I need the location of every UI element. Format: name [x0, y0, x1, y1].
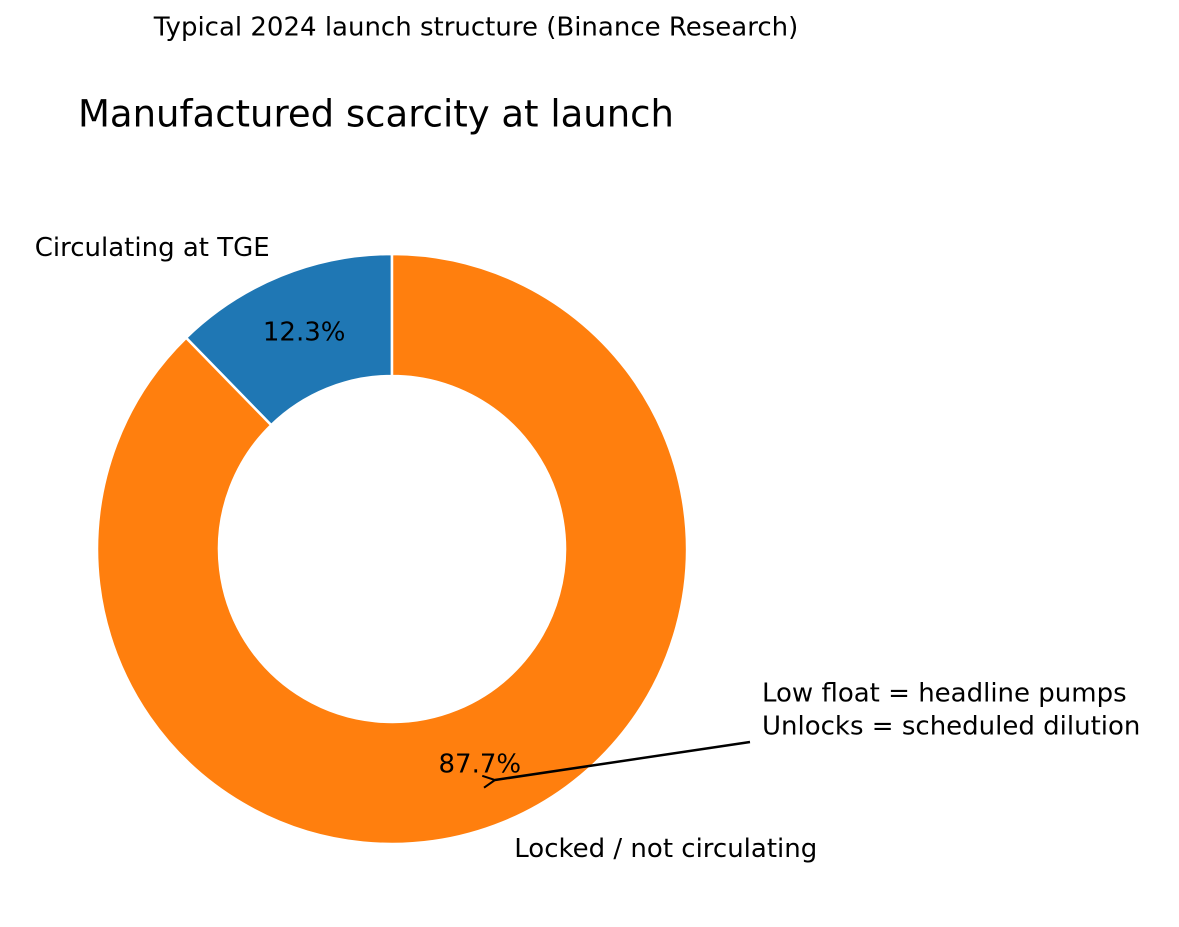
wedge	[95, 252, 689, 846]
category-label: Locked / not circulating	[514, 834, 817, 864]
value-label: 12.3%	[263, 318, 346, 348]
category-label: Circulating at TGE	[35, 233, 270, 263]
value-label: 87.7%	[439, 749, 522, 779]
suptitle: Typical 2024 launch structure (Binance R…	[153, 13, 799, 43]
annotation: Low float = headline pumps	[762, 679, 1127, 709]
annotation-arrow	[495, 740, 751, 780]
annotation: Unlocks = scheduled dilution	[762, 712, 1140, 742]
chart-title: Manufactured scarcity at launch	[78, 93, 674, 136]
